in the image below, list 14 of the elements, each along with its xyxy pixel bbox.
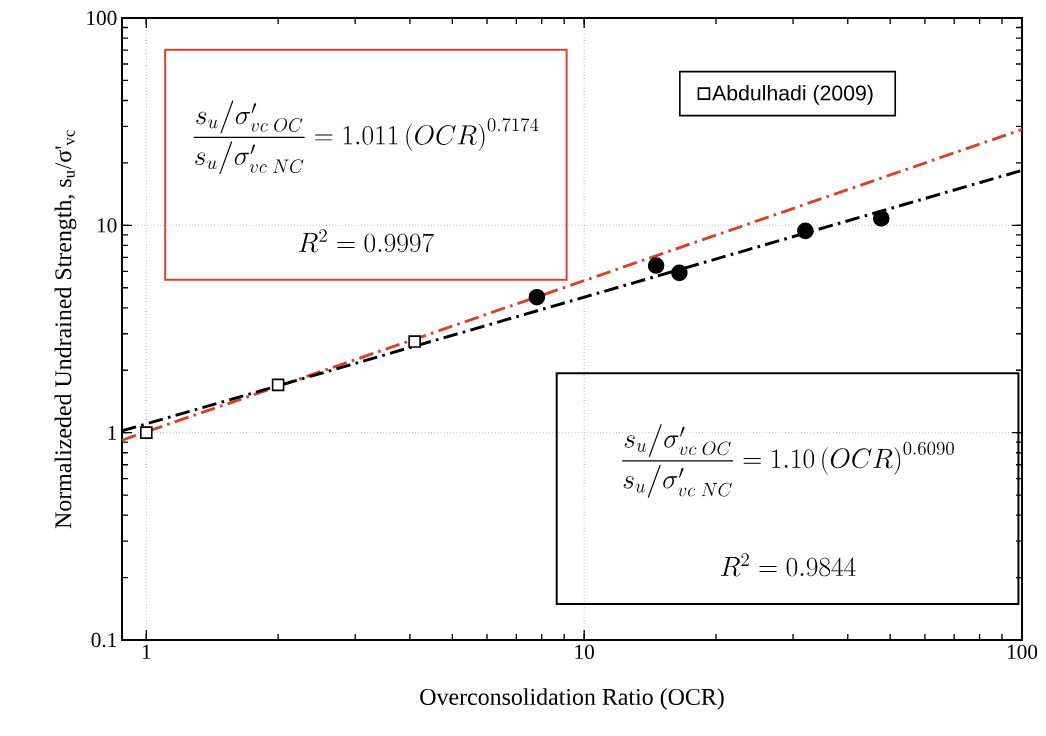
annotation: $\frac{s_u\big/\sigma'_{vc\;OC}}{s_u\big/\sigma'_{vc\;NC}}=1.011\left(OCR\right)^{0.7174}$ (193, 100, 539, 175)
x-tick-label: 10 (575, 644, 594, 660)
legend-label: Abdulhadi (2009) (712, 84, 873, 105)
y-tick-label: 10 (97, 218, 117, 233)
x-axis-title: Overconsolidation Ratio (OCR) (420, 688, 724, 710)
y-tick-label: 1 (108, 425, 117, 440)
annotation: $R^2 = 0.9844$ (721, 553, 856, 577)
y-axis-title: Normalizeded Undrained Strength, s$_{u}$/σ'$_{vc}$ (54, 130, 77, 529)
y-tick-label: 0.1 (91, 632, 117, 648)
x-tick-label: 1 (142, 644, 151, 659)
y-tick-label: 100 (87, 10, 117, 26)
annotation: $R^2 = 0.9997$ (298, 229, 434, 253)
annotation: $\frac{s_u\big/\sigma'_{vc\;OC}}{s_u\big/\sigma'_{vc\;NC}}=1.10\left(OCR\right)^{0.6090}$ (622, 423, 954, 498)
x-tick-label: 100 (1007, 644, 1038, 660)
